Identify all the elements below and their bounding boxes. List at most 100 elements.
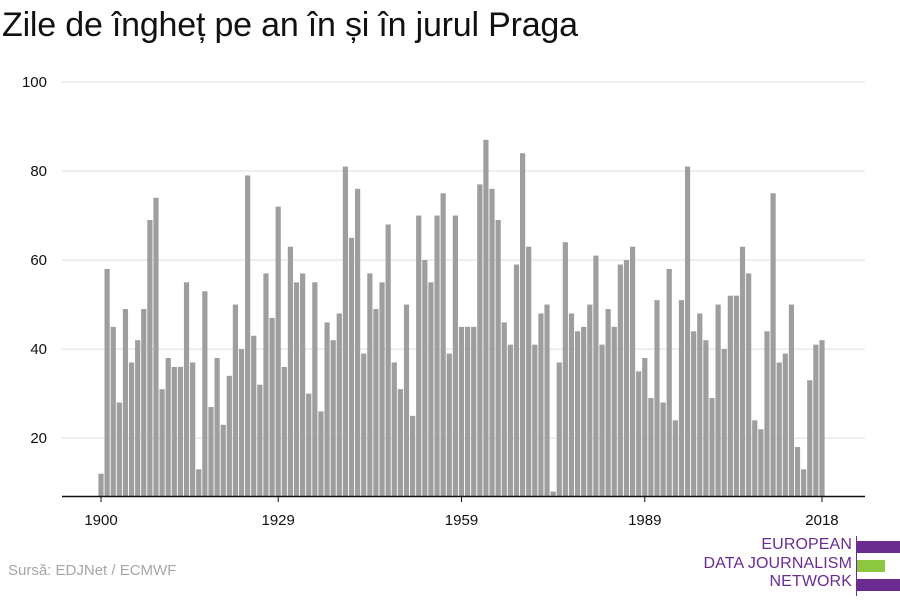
bar-2012 bbox=[782, 353, 788, 496]
logo-bar-purple-top bbox=[857, 541, 900, 553]
bar-1918 bbox=[208, 406, 214, 496]
bar-1972 bbox=[538, 313, 544, 496]
bar-2013 bbox=[788, 304, 795, 496]
bar-2009 bbox=[764, 331, 770, 496]
bar-1960 bbox=[465, 326, 471, 496]
bar-2015 bbox=[801, 469, 807, 496]
bar-1990 bbox=[648, 398, 654, 496]
y-axis-ticks: 20 40 60 80 100 bbox=[22, 74, 47, 447]
bar-chart: 20 40 60 80 100 1900 1929 1959 1989 2018 bbox=[22, 74, 865, 529]
bar-1908 bbox=[147, 220, 153, 496]
bar-1993 bbox=[666, 268, 672, 496]
bar-1987 bbox=[629, 246, 636, 496]
bar-2003 bbox=[727, 295, 733, 496]
bar-1948 bbox=[391, 362, 397, 496]
bar-2002 bbox=[721, 349, 727, 496]
bar-1961 bbox=[471, 326, 477, 496]
bar-1969 bbox=[519, 153, 526, 497]
bar-2004 bbox=[733, 295, 740, 496]
bar-1932 bbox=[293, 282, 300, 496]
bar-1965 bbox=[495, 220, 501, 496]
bar-1970 bbox=[526, 246, 532, 496]
bar-1905 bbox=[128, 362, 135, 496]
bar-1913 bbox=[177, 366, 184, 496]
bar-1975 bbox=[556, 362, 562, 496]
bar-1902 bbox=[110, 326, 116, 496]
logo-text: EUROPEAN DATA JOURNALISM NETWORK bbox=[704, 536, 852, 592]
bar-1928 bbox=[269, 317, 275, 496]
bar-1976 bbox=[562, 242, 568, 496]
bar-1946 bbox=[379, 282, 385, 496]
bar-1922 bbox=[232, 304, 239, 496]
bar-1925 bbox=[251, 335, 257, 496]
bar-1935 bbox=[312, 282, 318, 496]
logo-line-3: NETWORK bbox=[769, 573, 852, 590]
bar-1959 bbox=[458, 326, 465, 496]
bar-1986 bbox=[623, 260, 630, 496]
bar-2017 bbox=[813, 344, 819, 496]
bar-1988 bbox=[636, 371, 642, 496]
bar-1920 bbox=[220, 424, 226, 496]
logo-line-2: DATA JOURNALISM bbox=[703, 554, 852, 572]
logo-bar-green bbox=[857, 560, 885, 572]
bars bbox=[98, 139, 825, 497]
bar-1956 bbox=[440, 193, 446, 497]
bar-1982 bbox=[599, 344, 605, 496]
bar-2018 bbox=[819, 340, 825, 496]
bar-1968 bbox=[513, 264, 520, 496]
bar-1963 bbox=[483, 139, 489, 496]
bar-1962 bbox=[477, 184, 483, 496]
bar-1927 bbox=[263, 273, 269, 496]
x-tick-label: 1989 bbox=[628, 512, 661, 529]
bar-2001 bbox=[715, 304, 721, 496]
bar-1979 bbox=[581, 326, 587, 496]
chart-title: Zile de îngheț pe an în și în jurul Prag… bbox=[2, 6, 578, 44]
bar-1911 bbox=[165, 358, 171, 496]
bar-2008 bbox=[758, 429, 764, 496]
bar-1933 bbox=[300, 273, 306, 496]
bar-1994 bbox=[672, 420, 678, 496]
y-tick-label: 80 bbox=[30, 163, 47, 180]
bar-1910 bbox=[159, 389, 165, 496]
bar-1941 bbox=[348, 237, 355, 496]
bar-1978 bbox=[574, 331, 581, 496]
x-tick-label: 1959 bbox=[445, 512, 478, 529]
bar-1904 bbox=[122, 309, 129, 496]
bar-1949 bbox=[397, 389, 403, 496]
bar-1944 bbox=[367, 273, 373, 496]
bar-1991 bbox=[654, 300, 660, 496]
bar-1967 bbox=[507, 344, 513, 496]
bar-1998 bbox=[697, 313, 703, 496]
bar-1907 bbox=[141, 309, 147, 496]
bar-1999 bbox=[703, 340, 709, 496]
bar-1989 bbox=[642, 358, 648, 496]
bar-1940 bbox=[342, 166, 348, 496]
bar-1937 bbox=[324, 322, 330, 496]
bar-1923 bbox=[238, 349, 245, 496]
bar-1953 bbox=[422, 260, 428, 496]
bar-1912 bbox=[171, 366, 177, 496]
bar-1947 bbox=[385, 224, 391, 496]
bar-1950 bbox=[403, 304, 410, 496]
bar-1934 bbox=[306, 393, 312, 496]
bar-1919 bbox=[214, 358, 220, 496]
bar-1954 bbox=[428, 282, 434, 496]
bar-1942 bbox=[355, 188, 361, 496]
y-tick-label: 60 bbox=[30, 252, 47, 269]
bar-1943 bbox=[361, 353, 367, 496]
bar-1974 bbox=[550, 491, 556, 496]
source-note: Sursă: EDJNet / ECMWF bbox=[8, 562, 177, 579]
y-tick-label: 40 bbox=[30, 341, 47, 358]
bar-1952 bbox=[416, 215, 422, 497]
bar-1955 bbox=[434, 215, 440, 497]
bar-1957 bbox=[446, 353, 452, 496]
bar-1945 bbox=[373, 309, 379, 496]
y-tick-label: 20 bbox=[30, 430, 47, 447]
bar-1971 bbox=[532, 344, 538, 496]
bar-2010 bbox=[770, 193, 776, 497]
bar-2007 bbox=[752, 420, 758, 496]
bar-2000 bbox=[709, 398, 715, 496]
bar-1924 bbox=[245, 175, 251, 497]
bar-1984 bbox=[611, 326, 617, 496]
bar-1981 bbox=[593, 255, 599, 496]
